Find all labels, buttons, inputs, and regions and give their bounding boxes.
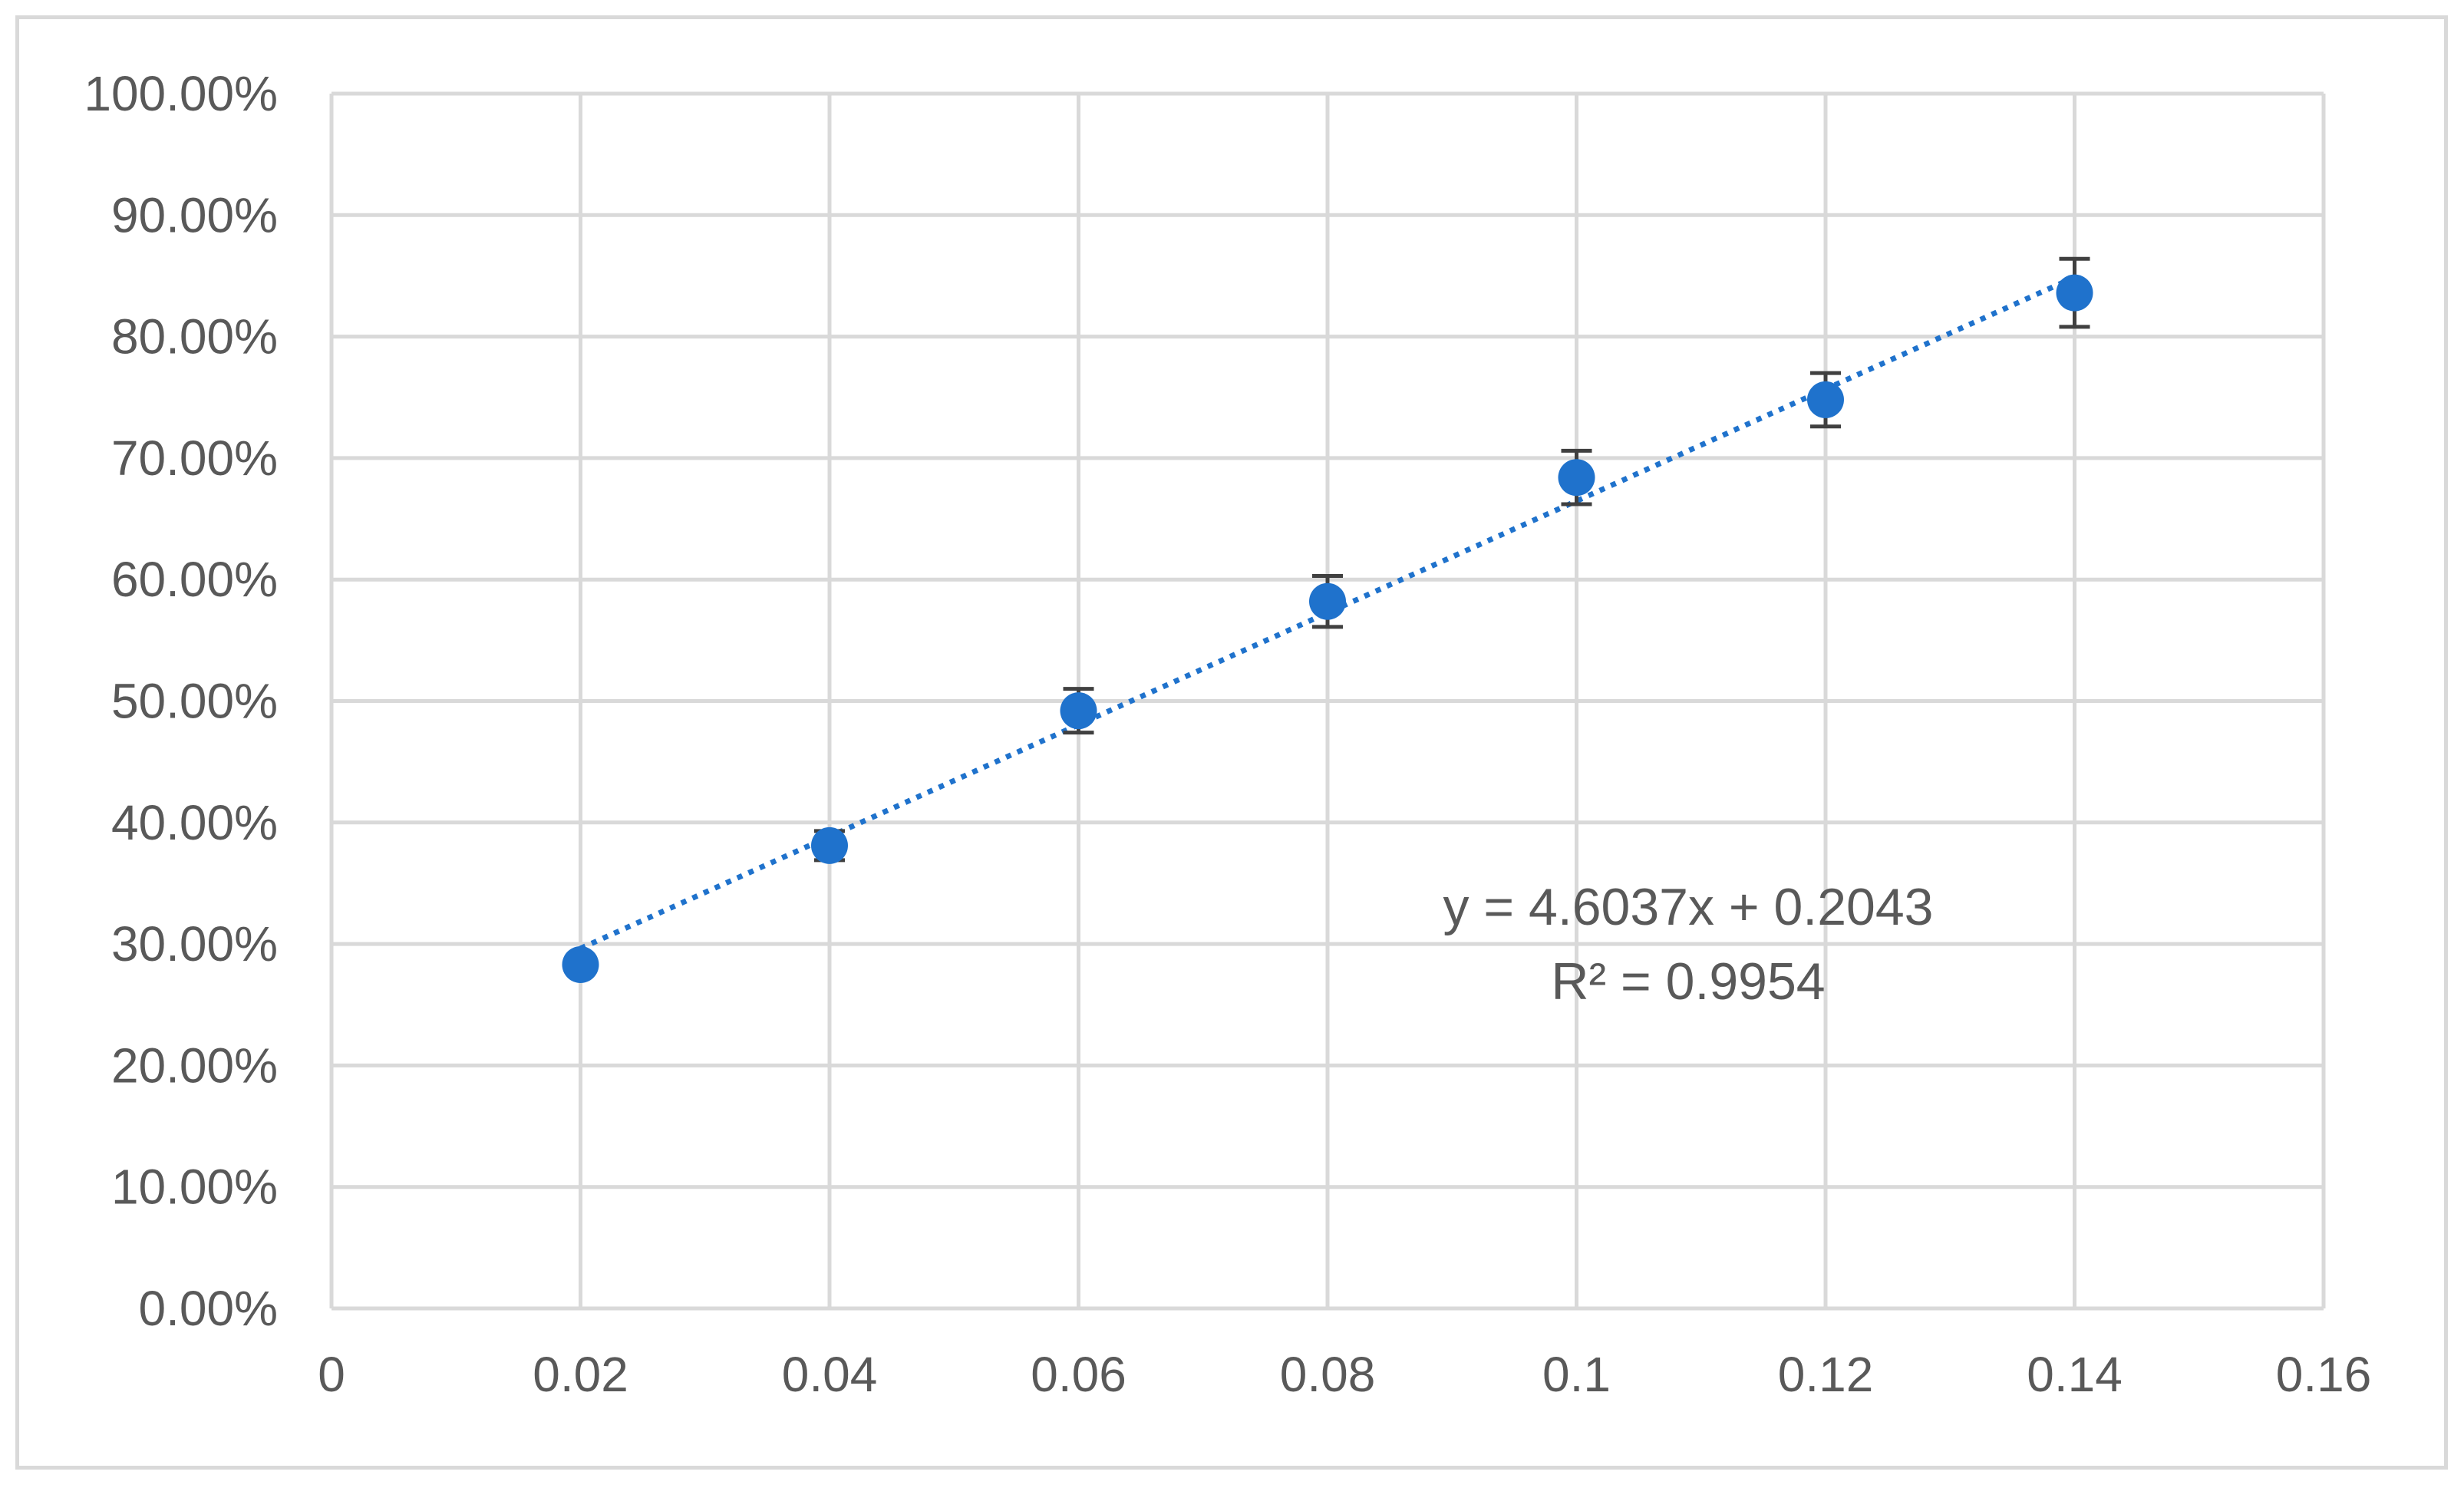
data-point [1558,459,1595,497]
x-tick-label: 0.08 [1280,1347,1376,1402]
y-tick-label: 0.00% [139,1281,278,1336]
y-tick-label: 100.00% [84,66,278,121]
y-tick-label: 70.00% [111,431,278,486]
data-point [811,826,848,864]
x-tick-label: 0.12 [1778,1347,1874,1402]
data-points [562,274,2093,984]
x-tick-label: 0.16 [2276,1347,2372,1402]
error-bars [814,256,2090,863]
trendline-r-squared: R² = 0.9954 [1551,952,1825,1011]
data-point [1309,582,1346,620]
chart-frame [15,15,2448,1470]
y-tick-label: 90.00% [111,187,278,243]
x-tick-label: 0.06 [1031,1347,1126,1402]
x-tick-label: 0.02 [533,1347,628,1402]
y-tick-label: 30.00% [111,916,278,972]
axes [329,94,2324,1311]
x-tick-label: 0.04 [782,1347,878,1402]
y-tick-label: 50.00% [111,674,278,729]
y-tick-label: 80.00% [111,309,278,365]
x-tick-label: 0.1 [1542,1347,1611,1402]
y-tick-label: 60.00% [111,552,278,607]
x-tick-label: 0 [318,1347,345,1402]
data-point [1060,692,1097,730]
trendline-annotation: y = 4.6037x + 0.2043 R² = 0.9954 [1443,878,1934,1011]
y-tick-label: 40.00% [111,795,278,850]
gridlines [332,91,2326,1308]
data-point [2056,274,2093,312]
trendline-equation: y = 4.6037x + 0.2043 [1443,878,1934,936]
y-tick-label: 20.00% [111,1038,278,1093]
y-tick-label: 10.00% [111,1160,278,1215]
tick-labels: 0.00% 10.00% 20.00% 30.00% 40.00% 50.00% 60.00… [84,66,2371,1402]
x-tick-label: 0.14 [2027,1347,2123,1402]
data-point [1807,381,1844,418]
data-point [562,946,599,984]
